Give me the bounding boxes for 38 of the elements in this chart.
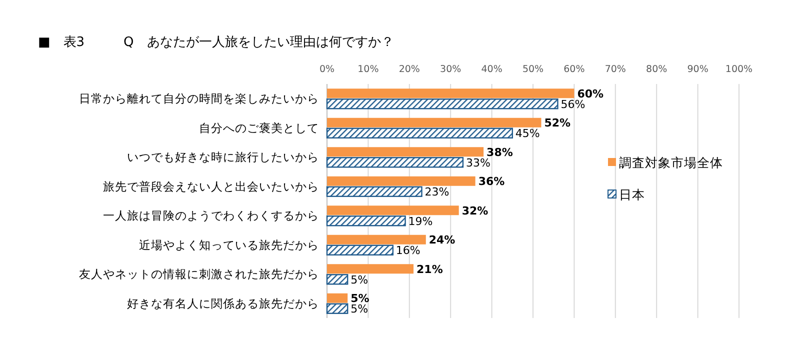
y-tick-label: 自分へのご褒美として	[199, 120, 319, 135]
data-label: 5%	[350, 302, 368, 316]
x-tick-label: 0%	[319, 64, 335, 75]
y-tick-label: 旅先で普段会えない人と出会いたいから	[103, 179, 319, 194]
x-tick-label: 40%	[481, 64, 502, 75]
x-tick-label: 90%	[687, 64, 708, 75]
x-tick-label: 10%	[358, 64, 379, 75]
y-tick-label: 友人やネットの情報に刺激された旅先だから	[79, 267, 319, 282]
data-label: 5%	[350, 273, 368, 286]
data-label: 45%	[515, 127, 540, 140]
y-tick-label: 一人旅は冒険のようでわくわくするから	[103, 208, 319, 223]
data-label: 32%	[462, 204, 488, 218]
x-tick-label: 30%	[440, 64, 462, 75]
legend-label: 日本	[619, 187, 645, 202]
data-label: 38%	[486, 146, 513, 159]
data-label: 5%	[350, 292, 370, 306]
x-tick-label: 80%	[646, 64, 668, 75]
legend-label: 調査対象市場全体	[619, 155, 723, 170]
data-label: 60%	[577, 87, 604, 100]
x-tick-label: 100%	[725, 64, 753, 75]
x-tick-label: 70%	[604, 64, 626, 75]
data-label: 24%	[428, 234, 456, 247]
y-tick-label: 日常から離れて自分の時間を楽しみたいから	[79, 92, 319, 106]
text: ■ 表3 Q あなたが一人旅をしたい理由は何ですか？	[38, 35, 394, 50]
data-label: 36%	[478, 175, 505, 188]
data-label: 21%	[416, 262, 443, 276]
x-tick-label: 50%	[522, 64, 544, 75]
x-tick-label: 60%	[564, 64, 585, 75]
data-label: 19%	[408, 214, 433, 228]
x-tick-label: 20%	[398, 64, 420, 75]
data-label: 33%	[466, 156, 490, 170]
y-tick-label: 近場やよく知っている旅先だから	[139, 238, 319, 252]
data-label: 23%	[424, 186, 450, 199]
data-label: 52%	[544, 116, 571, 130]
y-tick-label: 好きな有名人に関係ある旅先だから	[127, 296, 319, 310]
data-label: 56%	[560, 98, 586, 111]
y-tick-label: いつでも好きな時に旅行したいから	[127, 150, 319, 164]
data-label: 16%	[396, 244, 420, 258]
